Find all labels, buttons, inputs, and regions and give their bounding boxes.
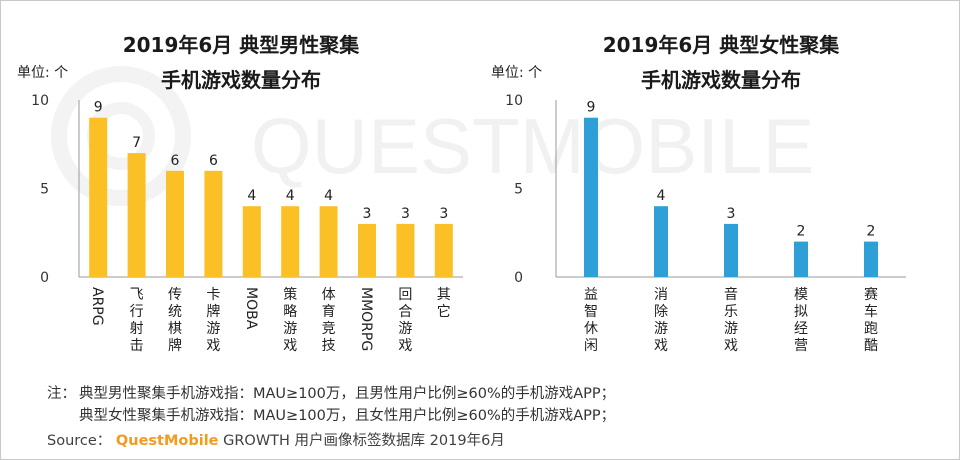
x-tick-female-5: 赛车跑酷 bbox=[864, 287, 878, 354]
x-tick-male-9: 回合游戏 bbox=[398, 287, 412, 354]
source-line: Source： QuestMobile GROWTH 用户画像标签数据库 201… bbox=[47, 429, 505, 450]
data-label-female-3: 3 bbox=[727, 206, 736, 222]
data-label-male-1: 9 bbox=[94, 100, 103, 116]
x-tick-female-4: 模拟经营 bbox=[794, 287, 808, 354]
chart-title-male-line-1: 2019年6月 典型男性聚集 bbox=[123, 33, 361, 57]
bar-female-1 bbox=[584, 117, 598, 277]
note-line-female: 典型女性聚集手机游戏指：MAU≥100万，且女性用户比例≥60%的手机游戏APP… bbox=[79, 408, 616, 424]
notes-label: 注： bbox=[47, 386, 76, 402]
unit-label-female: 单位: 个 bbox=[491, 65, 542, 81]
bar-male-2 bbox=[127, 153, 146, 277]
x-tick-female-1: 益智休闲 bbox=[584, 287, 598, 354]
chart-title-female-line-1: 2019年6月 典型女性聚集 bbox=[603, 33, 841, 57]
x-tick-male-4: 卡牌游戏 bbox=[206, 287, 220, 354]
data-label-male-5: 4 bbox=[247, 188, 256, 204]
unit-label-male: 单位: 个 bbox=[17, 65, 68, 81]
bar-female-4 bbox=[794, 241, 808, 277]
note-line-male: 典型男性聚集手机游戏指：MAU≥100万，且男性用户比例≥60%的手机游戏APP… bbox=[79, 386, 616, 402]
y-tick-male-0: 0 bbox=[40, 270, 49, 286]
data-label-male-3: 6 bbox=[171, 153, 180, 169]
bar-male-1 bbox=[89, 117, 108, 277]
x-tick-female-3: 音乐游戏 bbox=[724, 286, 738, 354]
x-tick-male-6: 策略游戏 bbox=[283, 286, 297, 354]
y-tick-female-10: 10 bbox=[505, 93, 523, 109]
bar-male-6 bbox=[281, 206, 300, 277]
data-label-male-4: 6 bbox=[209, 153, 218, 169]
bar-female-3 bbox=[724, 223, 738, 277]
x-tick-female-2: 消除游戏 bbox=[654, 287, 668, 354]
bar-male-10 bbox=[434, 223, 453, 277]
data-label-male-8: 3 bbox=[363, 206, 372, 222]
source-brand: QuestMobile bbox=[115, 433, 219, 449]
bar-male-5 bbox=[242, 206, 261, 277]
bar-male-9 bbox=[396, 223, 415, 277]
chart-title-female-line-2: 手机游戏数量分布 bbox=[641, 68, 801, 92]
bar-female-2 bbox=[654, 206, 668, 277]
data-label-female-4: 2 bbox=[797, 224, 806, 240]
x-tick-male-10: 其它 bbox=[437, 287, 451, 320]
data-label-male-2: 7 bbox=[132, 135, 141, 151]
y-tick-female-0: 0 bbox=[514, 270, 523, 286]
data-label-female-2: 4 bbox=[657, 188, 666, 204]
data-label-male-7: 4 bbox=[324, 188, 333, 204]
y-tick-male-10: 10 bbox=[31, 93, 49, 109]
data-label-male-10: 3 bbox=[439, 206, 448, 222]
data-label-female-1: 9 bbox=[587, 100, 596, 116]
watermark-text: QUESTMOBILE bbox=[251, 102, 814, 190]
y-tick-male-5: 5 bbox=[40, 182, 49, 198]
x-tick-male-2: 飞行射击 bbox=[130, 287, 144, 354]
source-suffix: GROWTH 用户画像标签数据库 2019年6月 bbox=[223, 433, 505, 449]
data-label-male-6: 4 bbox=[286, 188, 295, 204]
watermark-group bbox=[51, 66, 191, 206]
y-tick-female-5: 5 bbox=[514, 182, 523, 198]
bar-male-4 bbox=[204, 170, 223, 277]
source-prefix: Source： bbox=[47, 433, 112, 449]
bar-female-5 bbox=[864, 241, 878, 277]
x-tick-male-5: MOBA bbox=[243, 287, 259, 330]
x-tick-male-8: MMORPG bbox=[358, 287, 374, 351]
x-tick-male-1: ARPG bbox=[89, 287, 105, 326]
data-label-male-9: 3 bbox=[401, 206, 410, 222]
bar-male-3 bbox=[166, 170, 184, 277]
bar-male-7 bbox=[319, 206, 338, 277]
bar-male-8 bbox=[358, 223, 376, 277]
x-tick-male-7: 体育竞技 bbox=[322, 287, 336, 354]
x-tick-male-3: 传统棋牌 bbox=[168, 287, 182, 354]
data-label-female-5: 2 bbox=[867, 224, 876, 240]
chart-title-male-line-2: 手机游戏数量分布 bbox=[161, 68, 321, 92]
